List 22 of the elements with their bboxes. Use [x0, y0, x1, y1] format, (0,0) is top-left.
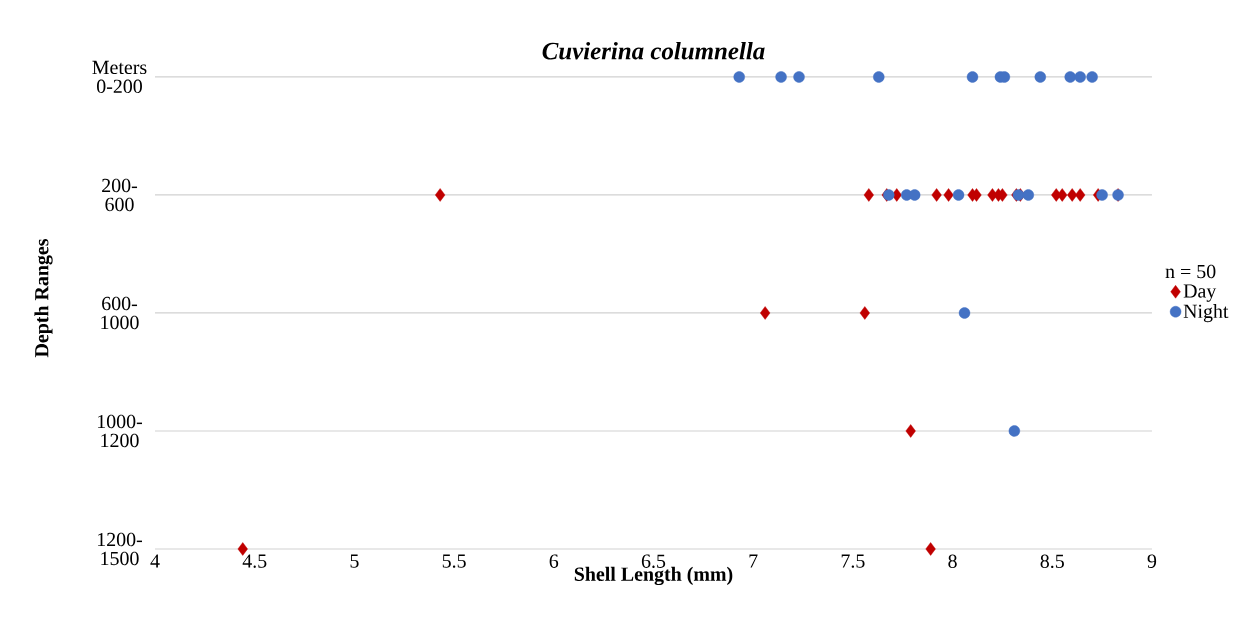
- x-tick-label: 9: [1147, 554, 1157, 568]
- y-tick-label: 1200-1500: [98, 532, 143, 566]
- x-tick-label: 6.5: [641, 554, 666, 568]
- y-tick-label: 600-1000: [101, 296, 139, 330]
- y-tick-label: 1000-1200: [98, 414, 143, 448]
- x-axis-title: Shell Length (mm): [574, 566, 733, 586]
- legend-label: Night: [1183, 304, 1229, 323]
- x-tick-label: 8.5: [1040, 554, 1064, 569]
- y-tick-label: 200-600: [102, 178, 138, 212]
- x-tick-label: 4: [150, 554, 160, 568]
- x-tick-label: 7: [749, 554, 758, 568]
- legend-label: Day: [1183, 284, 1217, 302]
- x-tick-label: 8: [948, 554, 957, 568]
- y-tick-label: Meters 0-200: [92, 60, 147, 94]
- x-tick-label: 7.5: [841, 554, 865, 568]
- x-tick-label: 5: [350, 554, 359, 568]
- x-tick-label: 4.5: [242, 554, 267, 568]
- x-tick-label: 6: [549, 554, 559, 568]
- y-axis-title: Depth Ranges: [34, 238, 53, 358]
- x-tick-label: 5.5: [442, 554, 466, 568]
- text: Cuvierina columnella: [542, 41, 765, 60]
- legend-title: n = 50: [1165, 264, 1216, 279]
